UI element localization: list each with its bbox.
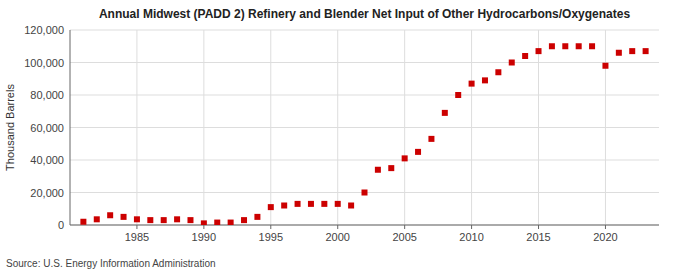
point — [589, 43, 595, 49]
x-grid-line — [471, 30, 472, 225]
source-note: Source: U.S. Energy Information Administ… — [6, 258, 216, 269]
point — [174, 216, 180, 222]
point — [94, 216, 100, 222]
point — [241, 217, 247, 223]
point — [549, 43, 555, 49]
point — [388, 165, 394, 171]
point — [375, 167, 381, 173]
y-grid-line — [70, 95, 659, 96]
chart: Annual Midwest (PADD 2) Refinery and Ble… — [0, 0, 675, 275]
y-tick-label: 20,000 — [30, 187, 64, 199]
x-grid-line — [270, 30, 271, 225]
point — [201, 220, 207, 225]
grid — [70, 30, 659, 225]
point — [161, 217, 167, 223]
y-tick-label: 80,000 — [30, 89, 64, 101]
point — [536, 48, 542, 54]
point — [442, 110, 448, 116]
x-tick — [337, 225, 338, 229]
x-tick — [270, 225, 271, 229]
x-grid-line — [203, 30, 204, 225]
point — [295, 201, 301, 207]
x-grid-line — [404, 30, 405, 225]
point — [348, 203, 354, 209]
point — [469, 81, 475, 87]
point — [576, 43, 582, 49]
point — [562, 43, 568, 49]
x-grid-line — [538, 30, 539, 225]
y-tick-label: 60,000 — [30, 122, 64, 134]
y-axis-line — [70, 30, 71, 225]
title: Annual Midwest (PADD 2) Refinery and Ble… — [99, 7, 631, 21]
point — [362, 190, 368, 196]
x-tick — [404, 225, 405, 229]
x-tick — [471, 225, 472, 229]
point — [415, 149, 421, 155]
y-tick-label: 40,000 — [30, 154, 64, 166]
point — [107, 212, 113, 218]
x-tick-label: 2010 — [459, 231, 483, 243]
point — [121, 214, 127, 220]
y-axis-label: Thousand Barrels — [4, 84, 16, 171]
x-grid-line — [605, 30, 606, 225]
point — [335, 201, 341, 207]
point — [522, 53, 528, 59]
point — [228, 220, 234, 225]
point — [495, 69, 501, 75]
point — [643, 48, 649, 54]
point — [254, 214, 260, 220]
x-axis-line — [70, 225, 659, 226]
point — [308, 201, 314, 207]
y-tick-label: 0 — [58, 219, 64, 231]
y-grid-line — [70, 225, 659, 226]
point — [402, 155, 408, 161]
y-tick-label: 100,000 — [24, 57, 64, 69]
point — [214, 220, 220, 225]
point — [321, 201, 327, 207]
x-grid-line — [337, 30, 338, 225]
x-tick-label: 2005 — [392, 231, 416, 243]
x-tick-label: 1990 — [192, 231, 216, 243]
point — [629, 48, 635, 54]
point — [134, 216, 140, 222]
y-grid-line — [70, 62, 659, 63]
points — [80, 43, 648, 225]
point — [616, 50, 622, 56]
point — [147, 217, 153, 223]
x-tick — [136, 225, 137, 229]
y-tick-label: 120,000 — [24, 24, 64, 36]
point — [80, 219, 86, 225]
point — [268, 204, 274, 210]
x-tick — [605, 225, 606, 229]
x-tick-label: 1995 — [259, 231, 283, 243]
point — [281, 203, 287, 209]
x-grid-line — [136, 30, 137, 225]
x-tick-label: 2020 — [593, 231, 617, 243]
point — [455, 92, 461, 98]
y-grid-line — [70, 30, 659, 31]
point — [509, 60, 515, 66]
point — [482, 77, 488, 83]
y-grid-line — [70, 127, 659, 128]
x-tick — [538, 225, 539, 229]
point — [428, 136, 434, 142]
x-tick-label: 1985 — [125, 231, 149, 243]
point — [187, 217, 193, 223]
x-tick — [203, 225, 204, 229]
y-grid-line — [70, 160, 659, 161]
x-tick-label: 2000 — [325, 231, 349, 243]
x-tick-label: 2015 — [526, 231, 550, 243]
point — [602, 63, 608, 69]
